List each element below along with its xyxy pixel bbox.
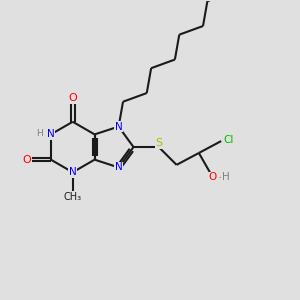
Text: N: N (47, 129, 55, 140)
Text: O: O (23, 155, 32, 165)
Text: H: H (36, 129, 43, 138)
Text: Cl: Cl (224, 135, 234, 145)
Text: CH₃: CH₃ (64, 192, 82, 202)
Text: H: H (222, 172, 230, 182)
Text: N: N (69, 167, 76, 177)
Text: -: - (219, 172, 222, 182)
Text: O: O (68, 93, 77, 103)
Text: O: O (208, 172, 216, 182)
Text: S: S (155, 138, 162, 148)
Text: N: N (115, 122, 122, 132)
Text: N: N (115, 163, 122, 172)
